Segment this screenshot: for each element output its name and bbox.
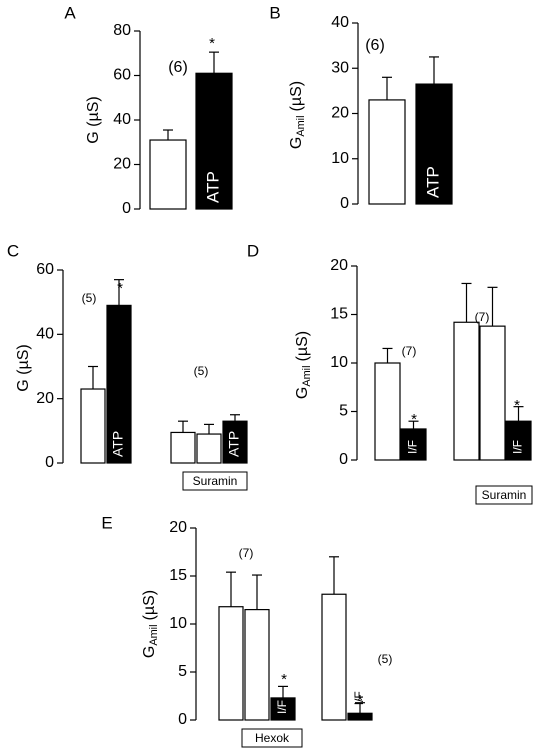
bar-label: I/F — [511, 440, 525, 454]
bar — [270, 697, 296, 721]
y-axis-label-unit: (µS) — [294, 331, 311, 362]
y-tick-label: 30 — [331, 59, 349, 76]
group-label-box — [475, 485, 533, 505]
sample-size-label: (7) — [402, 344, 417, 358]
y-tick-label: 40 — [331, 14, 349, 31]
y-tick-label: 0 — [45, 454, 54, 471]
y-axis-label-main: G — [288, 137, 305, 149]
bar — [505, 420, 532, 461]
bar-label: ATP — [110, 431, 126, 457]
y-axis-label-subscript: Amil — [148, 624, 160, 645]
y-tick-label: 60 — [36, 261, 54, 278]
y-axis-label: GAmil (µS) — [294, 331, 313, 399]
bar-label: I/F — [352, 691, 366, 705]
y-tick-label: 0 — [122, 200, 131, 217]
bar-label: ATP — [226, 431, 242, 457]
y-tick-label: 0 — [178, 711, 187, 728]
y-axis-label-unit: (µS) — [288, 81, 305, 112]
significance-star: * — [357, 692, 363, 709]
y-tick-label: 10 — [169, 615, 187, 632]
sample-size-label: (5) — [194, 364, 209, 378]
group-label: Hexok — [255, 731, 290, 745]
y-tick-label: 0 — [339, 451, 348, 468]
bar-label: ATP — [423, 166, 442, 198]
group-label: Suramin — [482, 488, 527, 502]
y-tick-label: 80 — [113, 22, 131, 39]
panel-label: D — [247, 241, 259, 260]
bar — [170, 431, 196, 464]
y-tick-label: 40 — [36, 326, 54, 343]
y-tick-label: 10 — [331, 150, 349, 167]
bar-label: ATP — [203, 171, 222, 203]
bar — [479, 325, 506, 461]
significance-star: * — [514, 397, 520, 414]
bar — [106, 304, 132, 464]
chart-panel-C: C 0 20 40 60 G (µS) ATP * ATP (5) (5) Suramin — [7, 241, 248, 491]
sample-size-label: (7) — [475, 310, 490, 324]
significance-star: * — [209, 35, 215, 52]
bar-label: I/F — [275, 700, 289, 714]
panel-label: C — [7, 241, 19, 260]
y-axis-label-subscript: Amil — [295, 115, 307, 136]
y-tick-label: 5 — [339, 403, 348, 420]
panel-label: A — [64, 3, 76, 22]
y-tick-label: 0 — [340, 195, 349, 212]
y-tick-label: 10 — [330, 354, 348, 371]
bar — [368, 99, 406, 205]
significance-star: * — [117, 280, 123, 297]
y-tick-label: 40 — [113, 111, 131, 128]
chart-panel-A: A 0 20 40 60 80 G (µS) ATP * (6) — [64, 3, 233, 217]
bar — [218, 606, 244, 721]
y-axis-label: G (µS) — [15, 344, 32, 391]
significance-star: * — [281, 671, 287, 688]
sample-size-label: (6) — [168, 59, 188, 76]
y-axis-label: GAmil (µS) — [141, 590, 160, 658]
y-tick-label: 20 — [330, 257, 348, 274]
sample-size-label: (5) — [378, 652, 393, 666]
bar — [149, 139, 187, 210]
group-label-box — [241, 728, 303, 748]
y-tick-label: 20 — [113, 156, 131, 173]
sample-size-label: (5) — [82, 291, 97, 305]
y-tick-label: 15 — [169, 567, 187, 584]
y-tick-label: 5 — [178, 663, 187, 680]
y-axis-label-main: G — [294, 387, 311, 399]
significance-star: * — [411, 411, 417, 428]
bar — [196, 433, 222, 464]
group-label-box — [182, 471, 248, 491]
sample-size-label: (6) — [365, 37, 385, 54]
y-tick-label: 20 — [36, 390, 54, 407]
y-axis-label-unit: (µS) — [141, 590, 158, 621]
bar — [415, 83, 453, 205]
y-axis-label-main: G — [141, 646, 158, 658]
bar — [347, 712, 373, 721]
bar — [374, 362, 401, 461]
chart-panel-B: B 0 10 20 30 40 GAmil (µS) ATP (6) — [269, 3, 453, 212]
y-axis-label: G (µS) — [85, 96, 102, 143]
bar — [195, 72, 233, 210]
bar — [400, 428, 427, 461]
y-tick-label: 60 — [113, 67, 131, 84]
bar — [453, 321, 480, 461]
y-tick-label: 15 — [330, 306, 348, 323]
chart-panel-D: D 0 5 10 15 20 GAmil (µS) I/F * I/F * (7) (7) Suramin — [247, 241, 533, 505]
sample-size-label: (7) — [239, 546, 254, 560]
panel-label: E — [101, 513, 112, 532]
panel-label: B — [269, 3, 280, 22]
y-axis-label: GAmil (µS) — [288, 81, 307, 149]
bar — [80, 388, 106, 464]
bar-label: I/F — [406, 440, 420, 454]
y-tick-label: 20 — [169, 519, 187, 536]
group-label: Suramin — [193, 474, 238, 488]
y-tick-label: 20 — [331, 105, 349, 122]
bar — [222, 420, 248, 464]
bar — [244, 608, 270, 721]
bar — [321, 593, 347, 721]
y-axis-label-subscript: Amil — [301, 365, 313, 386]
